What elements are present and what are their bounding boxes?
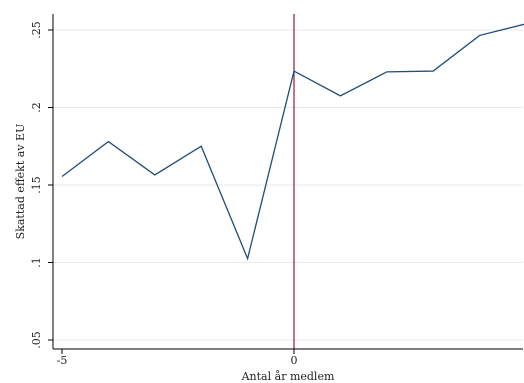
y-tick-label: .15 bbox=[30, 176, 43, 194]
series-layer bbox=[61, 23, 524, 261]
y-tick-label: .05 bbox=[30, 331, 43, 349]
y-tick-label: .25 bbox=[30, 21, 43, 39]
x-tick-label: 0 bbox=[291, 354, 298, 367]
x-tick-label: -5 bbox=[57, 354, 68, 367]
series-line bbox=[61, 23, 524, 261]
axis-layer bbox=[52, 14, 523, 350]
grid-layer bbox=[53, 29, 523, 341]
y-tick-label: .1 bbox=[30, 257, 43, 268]
y-axis-title: Skattad effekt av EU bbox=[14, 124, 27, 240]
y-tick-label: .2 bbox=[30, 102, 43, 113]
x-axis-title: Antal år medlem bbox=[241, 370, 335, 383]
tick-layer: .05 .1 .15 .2 .25 -5 0 bbox=[30, 21, 298, 367]
